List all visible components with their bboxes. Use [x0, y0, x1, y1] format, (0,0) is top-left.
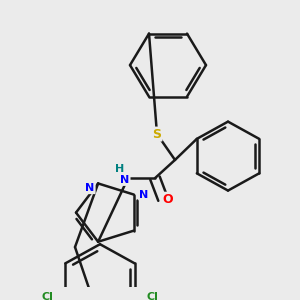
Text: H: H	[116, 164, 124, 173]
Text: Cl: Cl	[147, 292, 159, 300]
Text: S: S	[152, 128, 161, 141]
Text: N: N	[85, 183, 95, 193]
Text: Cl: Cl	[41, 292, 53, 300]
Text: N: N	[120, 175, 130, 185]
Text: O: O	[163, 193, 173, 206]
Text: N: N	[139, 190, 148, 200]
